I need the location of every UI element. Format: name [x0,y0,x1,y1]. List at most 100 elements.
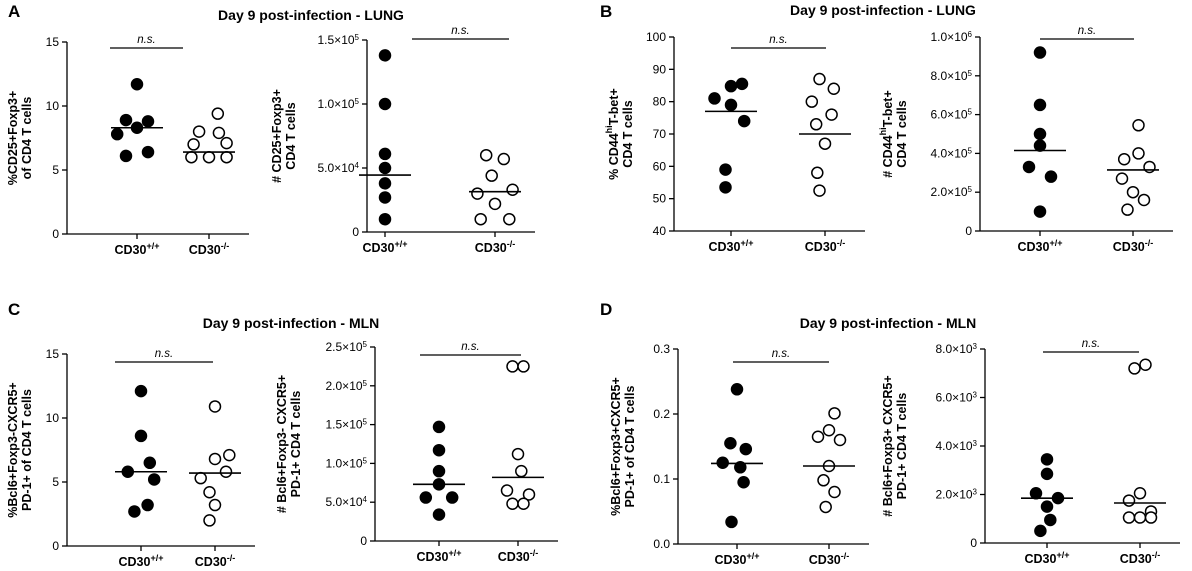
y-tick-label-D1-3: 0.3 [653,342,670,356]
data-point-A1-wt-1 [119,113,133,127]
x-tick-label-D2-1: CD30-/- [1120,550,1160,566]
data-point-A2-ko-6 [474,212,487,226]
data-point-D1-wt-1 [724,437,737,450]
data-point-A1-ko-5 [185,150,198,164]
panel-title-a: Day 9 post-infection - LUNG [218,7,404,23]
y-tick-label-A1-3: 15 [46,35,60,49]
data-point-C1-wt-5 [141,498,154,512]
y-axis-label-A2-line2: CD4 T cells [284,102,298,169]
data-point-B1-wt-3 [724,98,738,112]
data-point-C1-wt-4 [147,473,161,486]
y-tick-label-A2-2: 1.0×105 [318,97,360,112]
data-point-A2-wt-5 [378,191,392,204]
data-point-B1-ko-1 [827,82,841,95]
data-point-C1-ko-7 [203,485,216,499]
data-point-C1-ko-0 [208,400,222,413]
y-tick-label-B1-4: 80 [653,95,667,109]
data-point-B2-ko-2 [1117,152,1131,166]
data-point-B1-ko-4 [809,118,823,131]
data-point-C1-wt-0 [134,384,148,398]
y-tick-label-B1-2: 60 [653,159,667,173]
data-point-B2-ko-3 [1143,160,1156,174]
y-tick-label-B1-6: 100 [646,30,666,44]
data-point-D1-wt-5 [737,476,750,489]
data-point-A2-wt-2 [378,147,392,161]
panel-title-b: Day 9 post-infection - LUNG [790,2,976,18]
data-point-B2-wt-2 [1033,127,1047,141]
data-point-A1-ko-0 [211,107,225,120]
x-tick-label-C1-1: CD30-/- [195,553,235,569]
data-point-D2-wt-6 [1034,524,1047,538]
data-point-C1-ko-1 [223,448,236,462]
data-point-A2-wt-6 [378,212,392,226]
data-point-D1-ko-5 [817,474,830,487]
data-point-D1-ko-3 [833,433,847,447]
x-tick-label-C2-1: CD30-/- [498,548,538,564]
data-point-D2-ko-6 [1133,511,1147,524]
x-tick-label-D2-0: CD30+/+ [1025,550,1070,566]
data-point-C2-ko-7 [517,497,530,511]
data-point-C2-wt-6 [432,508,446,521]
panel-letter-d: D [600,300,613,319]
data-point-B1-ko-6 [811,166,824,180]
y-tick-label-D2-1: 2.0×103 [936,487,978,502]
data-point-A1-wt-0 [130,77,144,91]
data-point-A1-ko-6 [202,150,216,164]
data-point-B2-wt-1 [1033,98,1047,112]
x-tick-label-A2-0: CD30+/+ [363,239,408,255]
y-tick-label-C2-2: 1.0×105 [326,456,368,471]
significance-label-D2: n.s. [1082,338,1101,350]
data-point-C2-wt-1 [432,443,446,457]
y-tick-label-A1-2: 10 [46,99,60,113]
y-tick-label-C2-1: 5.0×104 [326,495,368,510]
data-point-D1-ko-6 [828,485,841,499]
y-tick-label-C1-1: 5 [52,475,59,489]
data-point-A1-ko-2 [212,126,226,140]
y-axis-label-A1-line2: of CD4 T cells [20,97,34,180]
x-tick-label-B1-1: CD30-/- [805,238,845,254]
y-axis-label-D2-line2: PD-1+ CD4 T cells [895,393,909,500]
data-point-D1-ko-1 [822,424,836,437]
data-point-C2-ko-1 [517,360,530,373]
data-point-A2-ko-2 [485,169,498,182]
data-point-B2-wt-4 [1022,160,1036,174]
x-tick-label-D1-1: CD30-/- [809,551,849,567]
y-axis-label-C1-line2: PD-1+ of CD4 T cells [20,389,34,511]
y-tick-label-B2-0: 0 [965,224,972,238]
y-axis-label-C2-line2: PD-1+ CD4 T cells [289,391,303,498]
data-point-A1-ko-7 [220,150,233,164]
data-point-B2-wt-5 [1044,170,1058,183]
data-point-D2-ko-3 [1122,494,1136,507]
y-axis-label-D2-line1: # Bcl6+Foxp3+ CXCR5+ [881,375,895,516]
data-point-A1-wt-5 [119,149,133,163]
panel-letter-a: A [8,2,21,21]
y-tick-label-A2-3: 1.5×105 [318,33,360,48]
data-point-A1-ko-1 [192,125,206,138]
data-point-B2-ko-5 [1126,185,1140,199]
y-tick-label-D1-0: 0.0 [653,537,670,551]
data-point-B1-ko-7 [813,184,826,197]
data-point-D2-ko-5 [1122,511,1136,524]
data-point-D2-ko-0 [1139,358,1152,372]
data-point-B2-ko-0 [1132,119,1145,132]
data-point-D1-wt-6 [725,515,738,529]
data-point-B2-wt-3 [1033,139,1047,152]
data-point-A1-ko-4 [220,136,233,150]
significance-label-C2: n.s. [461,341,480,353]
y-axis-label-B2-line1: # CD44hiT-bet+ [878,90,895,178]
y-axis-label-D1-line2: PD-1+ of CD4 T cells [623,386,637,508]
y-axis-label-A2-line1: # CD25+Foxp3+ [270,89,284,183]
y-tick-label-C1-0: 0 [52,539,59,553]
panel-letter-c: C [8,300,21,319]
data-point-A1-wt-2 [141,115,155,128]
significance-label-D1: n.s. [772,348,791,360]
data-point-C1-wt-1 [134,429,148,443]
data-point-C1-wt-2 [143,456,157,470]
data-point-C2-wt-0 [432,420,446,434]
data-point-B1-wt-6 [719,181,732,194]
data-point-D2-ko-7 [1144,511,1158,524]
data-point-C2-ko-5 [522,488,536,501]
y-tick-label-B2-1: 2.0×105 [931,185,973,200]
data-point-A2-ko-1 [497,152,511,166]
